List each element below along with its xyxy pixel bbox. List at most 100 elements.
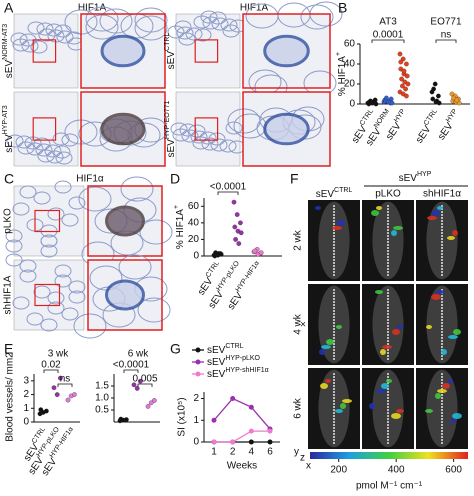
adipocyte — [202, 16, 220, 30]
data-point — [434, 98, 440, 104]
adipocyte — [19, 185, 37, 199]
body-outline — [318, 369, 350, 448]
signal — [453, 329, 461, 335]
adipocyte — [134, 7, 168, 33]
adipocyte — [192, 136, 210, 150]
data-point — [371, 99, 376, 105]
zoom-frame — [242, 91, 331, 167]
adipocyte — [33, 191, 51, 205]
signal — [325, 379, 331, 383]
adipocyte — [19, 259, 37, 273]
text-base: % HIF1A — [337, 56, 348, 96]
adipocyte — [120, 176, 154, 202]
sig-label: 0.02 — [41, 360, 61, 371]
row-label: 4 wk — [293, 313, 304, 335]
adipocyte — [190, 130, 208, 144]
signal — [437, 389, 447, 393]
data-point — [65, 397, 71, 403]
signal — [320, 383, 328, 389]
adipocyte — [19, 269, 37, 283]
text-base: sEV — [166, 139, 177, 158]
adipocyte — [35, 143, 53, 157]
y-tick-label: 3 — [23, 375, 29, 386]
y-tick-label: 40 — [188, 217, 200, 228]
signal — [381, 383, 389, 389]
signal — [432, 210, 440, 216]
signal — [337, 220, 345, 226]
text-sup: CTRL — [334, 187, 352, 194]
adipocyte — [6, 134, 24, 148]
row-label: sEVHYP-AT3 — [2, 105, 14, 152]
data-point — [399, 76, 404, 82]
y-tick-label: 60 — [344, 39, 356, 50]
roi-box — [32, 39, 57, 63]
text-base: sEV — [436, 120, 456, 142]
sig-bracket — [435, 39, 457, 43]
adipocyte — [12, 38, 30, 52]
column-header: shHIF1α — [423, 189, 461, 200]
signal — [376, 389, 386, 393]
adipocyte — [47, 207, 65, 221]
data-point — [401, 68, 407, 74]
signal — [447, 236, 455, 240]
micrograph — [175, 91, 241, 167]
data-point — [148, 400, 154, 406]
adipocyte — [201, 137, 219, 151]
sig-label: ns — [60, 374, 71, 385]
adipocyte — [194, 28, 212, 42]
adipocyte — [170, 122, 188, 136]
signal — [375, 290, 383, 294]
sig-label: 0.0001 — [373, 30, 404, 41]
adipocyte — [99, 8, 133, 34]
sig-bracket — [137, 383, 153, 387]
adipocyte — [78, 186, 112, 212]
data-point — [44, 408, 49, 414]
signal — [452, 230, 458, 236]
adipocyte — [61, 213, 79, 227]
data-point — [58, 375, 63, 381]
x-tick-label: 6 — [267, 447, 273, 458]
adipocyte — [167, 25, 185, 39]
legend-marker — [195, 371, 201, 377]
body-outline — [372, 201, 404, 280]
adipocyte — [220, 18, 238, 32]
data-point — [258, 250, 264, 256]
image-title: HIF1A — [78, 3, 107, 14]
data-point — [404, 61, 409, 67]
data-point — [118, 416, 124, 422]
adipocyte — [47, 291, 65, 305]
y-tick-label: 60 — [188, 201, 200, 212]
signal — [447, 379, 453, 383]
data-point — [404, 93, 409, 99]
signal — [392, 329, 400, 335]
data-point — [233, 237, 238, 242]
data-point — [397, 51, 403, 57]
zoom-frame — [242, 13, 331, 89]
panel-label: E — [4, 341, 13, 357]
signal — [427, 216, 437, 220]
adipocyte — [178, 32, 196, 46]
signal — [441, 349, 447, 355]
text-base: sEV — [207, 357, 226, 368]
body-outline — [426, 369, 458, 448]
text-sup: + — [335, 52, 342, 56]
panel-label: F — [290, 171, 299, 187]
data-point — [72, 392, 77, 397]
y-axis-label: % HIF1A+ — [335, 52, 347, 96]
adipocyte — [53, 145, 71, 159]
data-point — [431, 86, 436, 92]
colorbar — [310, 452, 468, 459]
colorbar-tick-label: 200 — [330, 465, 347, 476]
adipocyte — [55, 151, 73, 165]
body-outline — [318, 201, 350, 280]
row-label: sEVHYP-EO771 — [164, 100, 176, 157]
signal — [340, 403, 346, 409]
signal — [319, 349, 325, 355]
signal — [393, 226, 403, 230]
data-point — [248, 439, 254, 445]
signal — [315, 206, 321, 210]
y-tick-label: 1 — [23, 403, 29, 414]
signal — [391, 413, 401, 419]
adipocyte — [188, 124, 206, 138]
signal — [332, 226, 342, 230]
